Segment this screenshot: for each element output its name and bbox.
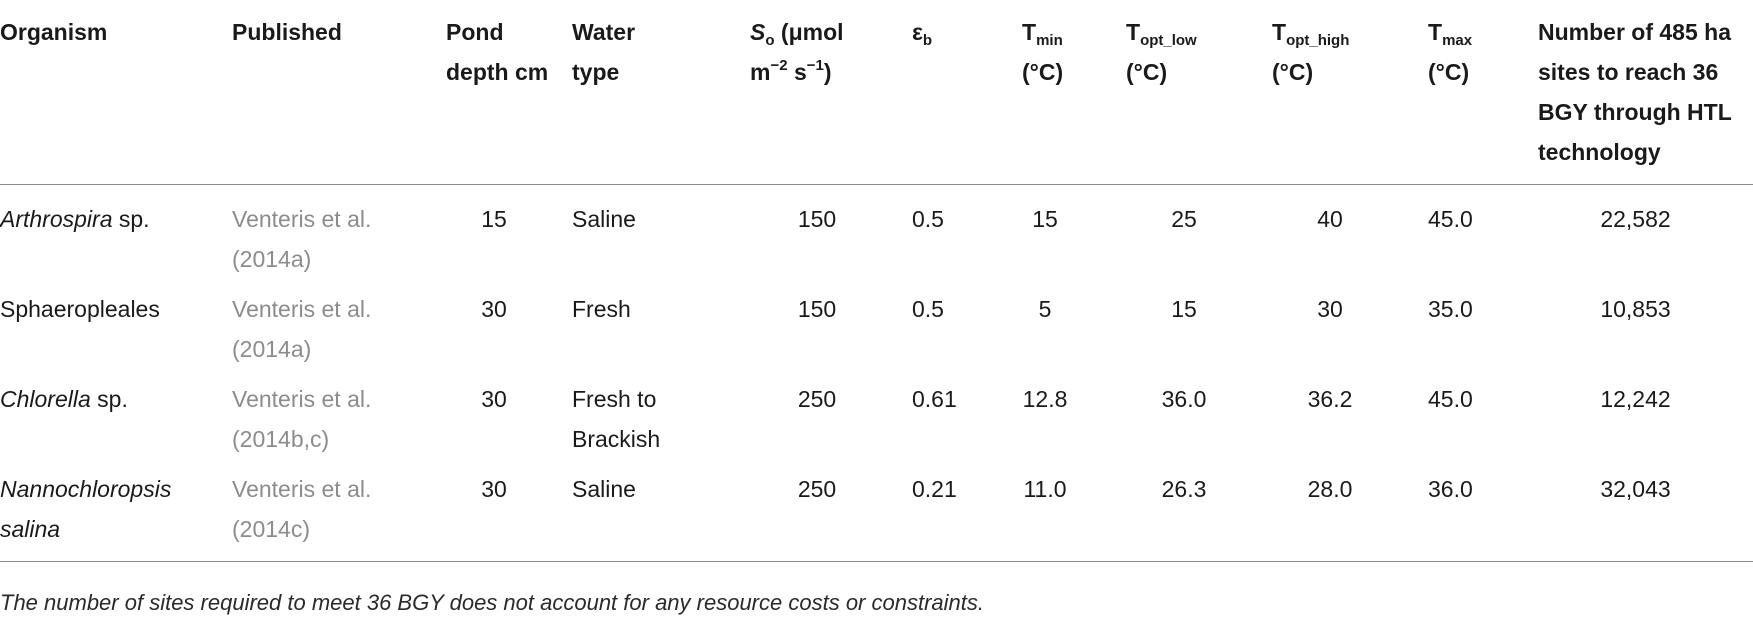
cell-topt-high: 36.2 [1307,386,1353,412]
topthigh-symbol: T [1272,19,1287,45]
cell-topt-high: 40 [1317,206,1343,232]
cell-water-type: Fresh to Brackish [572,386,661,452]
toptlow-unit: (°C) [1126,59,1168,85]
organism-rest: sp. [112,206,150,232]
header-eb: εb [912,0,1004,185]
cell-organism: Sphaeropleales [0,279,232,369]
so-sub: o [765,32,775,49]
table-footnote: The number of sites required to meet 36 … [0,590,984,615]
header-row: Organism Published Pond depth cm Water t… [0,0,1753,185]
cell-so: 150 [797,206,837,232]
cell-published: Venteris et al. (2014a) [232,206,372,272]
cell-tmin: 15 [1032,206,1058,232]
cell-topt-low: 25 [1171,206,1197,232]
header-topt-high: Topt_high (°C) [1272,0,1428,185]
cell-eb: 0.61 [912,386,957,412]
cell-published: Venteris et al. (2014a) [232,296,372,362]
cell-eb: 0.5 [912,296,944,322]
cell-sites: 22,582 [1600,206,1671,232]
so-unit-d: ) [823,59,832,85]
table-body: Arthrospira sp. Venteris et al. (2014a) … [0,185,1753,562]
so-unit-c: s [787,59,807,85]
cell-published: Venteris et al. (2014c) [232,476,372,542]
header-so: So (μmol m−2 s−1) [722,0,912,185]
cell-topt-low: 15 [1171,296,1197,322]
organism-rest: Sphaeropleales [0,296,160,322]
cell-tmax: 35.0 [1428,296,1473,322]
cell-pond-depth: 30 [481,296,507,322]
table-row: Arthrospira sp. Venteris et al. (2014a) … [0,185,1753,280]
cell-tmin: 5 [1038,296,1052,322]
tmin-symbol: T [1022,19,1037,45]
cell-so: 250 [797,476,837,502]
so-unit-a: (μmol [774,19,844,45]
cell-organism: Arthrospira sp. [0,185,232,280]
cell-topt-low: 26.3 [1161,476,1207,502]
cell-tmin: 11.0 [1023,476,1067,502]
cell-pond-depth: 15 [481,206,507,232]
header-water-type: Water type [572,19,636,85]
cell-sites: 12,242 [1600,386,1671,412]
header-tmin: Tmin (°C) [1004,0,1126,185]
header-sites: Number of 485 ha sites to reach 36 BGY t… [1538,19,1732,165]
organism-italic: Arthrospira [0,206,113,232]
tmin-unit: (°C) [1022,59,1064,85]
topthigh-sub: opt_high [1286,32,1350,49]
cell-topt-high: 30 [1317,296,1343,322]
cell-published: Venteris et al. (2014b,c) [232,386,372,452]
cell-so: 150 [797,296,837,322]
cell-sites: 32,043 [1600,476,1671,502]
so-unit-b: m [750,59,771,85]
eb-sub: b [922,32,933,49]
data-table-container: Organism Published Pond depth cm Water t… [0,0,1753,562]
cell-organism: Chlorella sp. [0,369,232,459]
toptlow-sub: opt_low [1140,32,1197,49]
cell-pond-depth: 30 [481,476,507,502]
tmin-sub: min [1036,32,1063,49]
table-row: Chlorella sp. Venteris et al. (2014b,c) … [0,369,1753,459]
tmax-symbol: T [1428,19,1443,45]
cell-eb: 0.21 [912,476,957,502]
cell-tmin: 12.8 [1022,386,1068,412]
cell-topt-low: 36.0 [1161,386,1207,412]
cell-topt-high: 28.0 [1307,476,1353,502]
eb-symbol: ε [912,19,923,45]
header-tmax: Tmax (°C) [1428,0,1538,185]
header-pond-depth: Pond depth cm [446,19,549,85]
so-exp1: −2 [770,57,788,74]
header-published: Published [232,19,342,45]
so-symbol: S [750,19,766,45]
header-topt-low: Topt_low (°C) [1126,0,1272,185]
cell-tmax: 45.0 [1428,386,1473,412]
organism-italic: Nannochloropsis salina [0,476,172,542]
topthigh-unit: (°C) [1272,59,1314,85]
cell-tmax: 45.0 [1428,206,1473,232]
organism-italic: Chlorella [0,386,91,412]
cell-water-type: Saline [572,476,636,502]
tmax-unit: (°C) [1428,59,1470,85]
cell-so: 250 [797,386,837,412]
header-organism: Organism [0,19,108,45]
tmax-sub: max [1442,32,1473,49]
so-exp2: −1 [806,57,824,74]
cell-water-type: Saline [572,206,636,232]
cell-sites: 10,853 [1600,296,1671,322]
organism-parameters-table: Organism Published Pond depth cm Water t… [0,0,1753,562]
cell-organism: Nannochloropsis salina [0,459,232,562]
organism-rest: sp. [90,386,128,412]
table-row: Sphaeropleales Venteris et al. (2014a) 3… [0,279,1753,369]
table-header: Organism Published Pond depth cm Water t… [0,0,1753,185]
toptlow-symbol: T [1126,19,1141,45]
cell-pond-depth: 30 [481,386,507,412]
table-row: Nannochloropsis salina Venteris et al. (… [0,459,1753,562]
cell-eb: 0.5 [912,206,944,232]
cell-water-type: Fresh [572,296,631,322]
cell-tmax: 36.0 [1428,476,1473,502]
